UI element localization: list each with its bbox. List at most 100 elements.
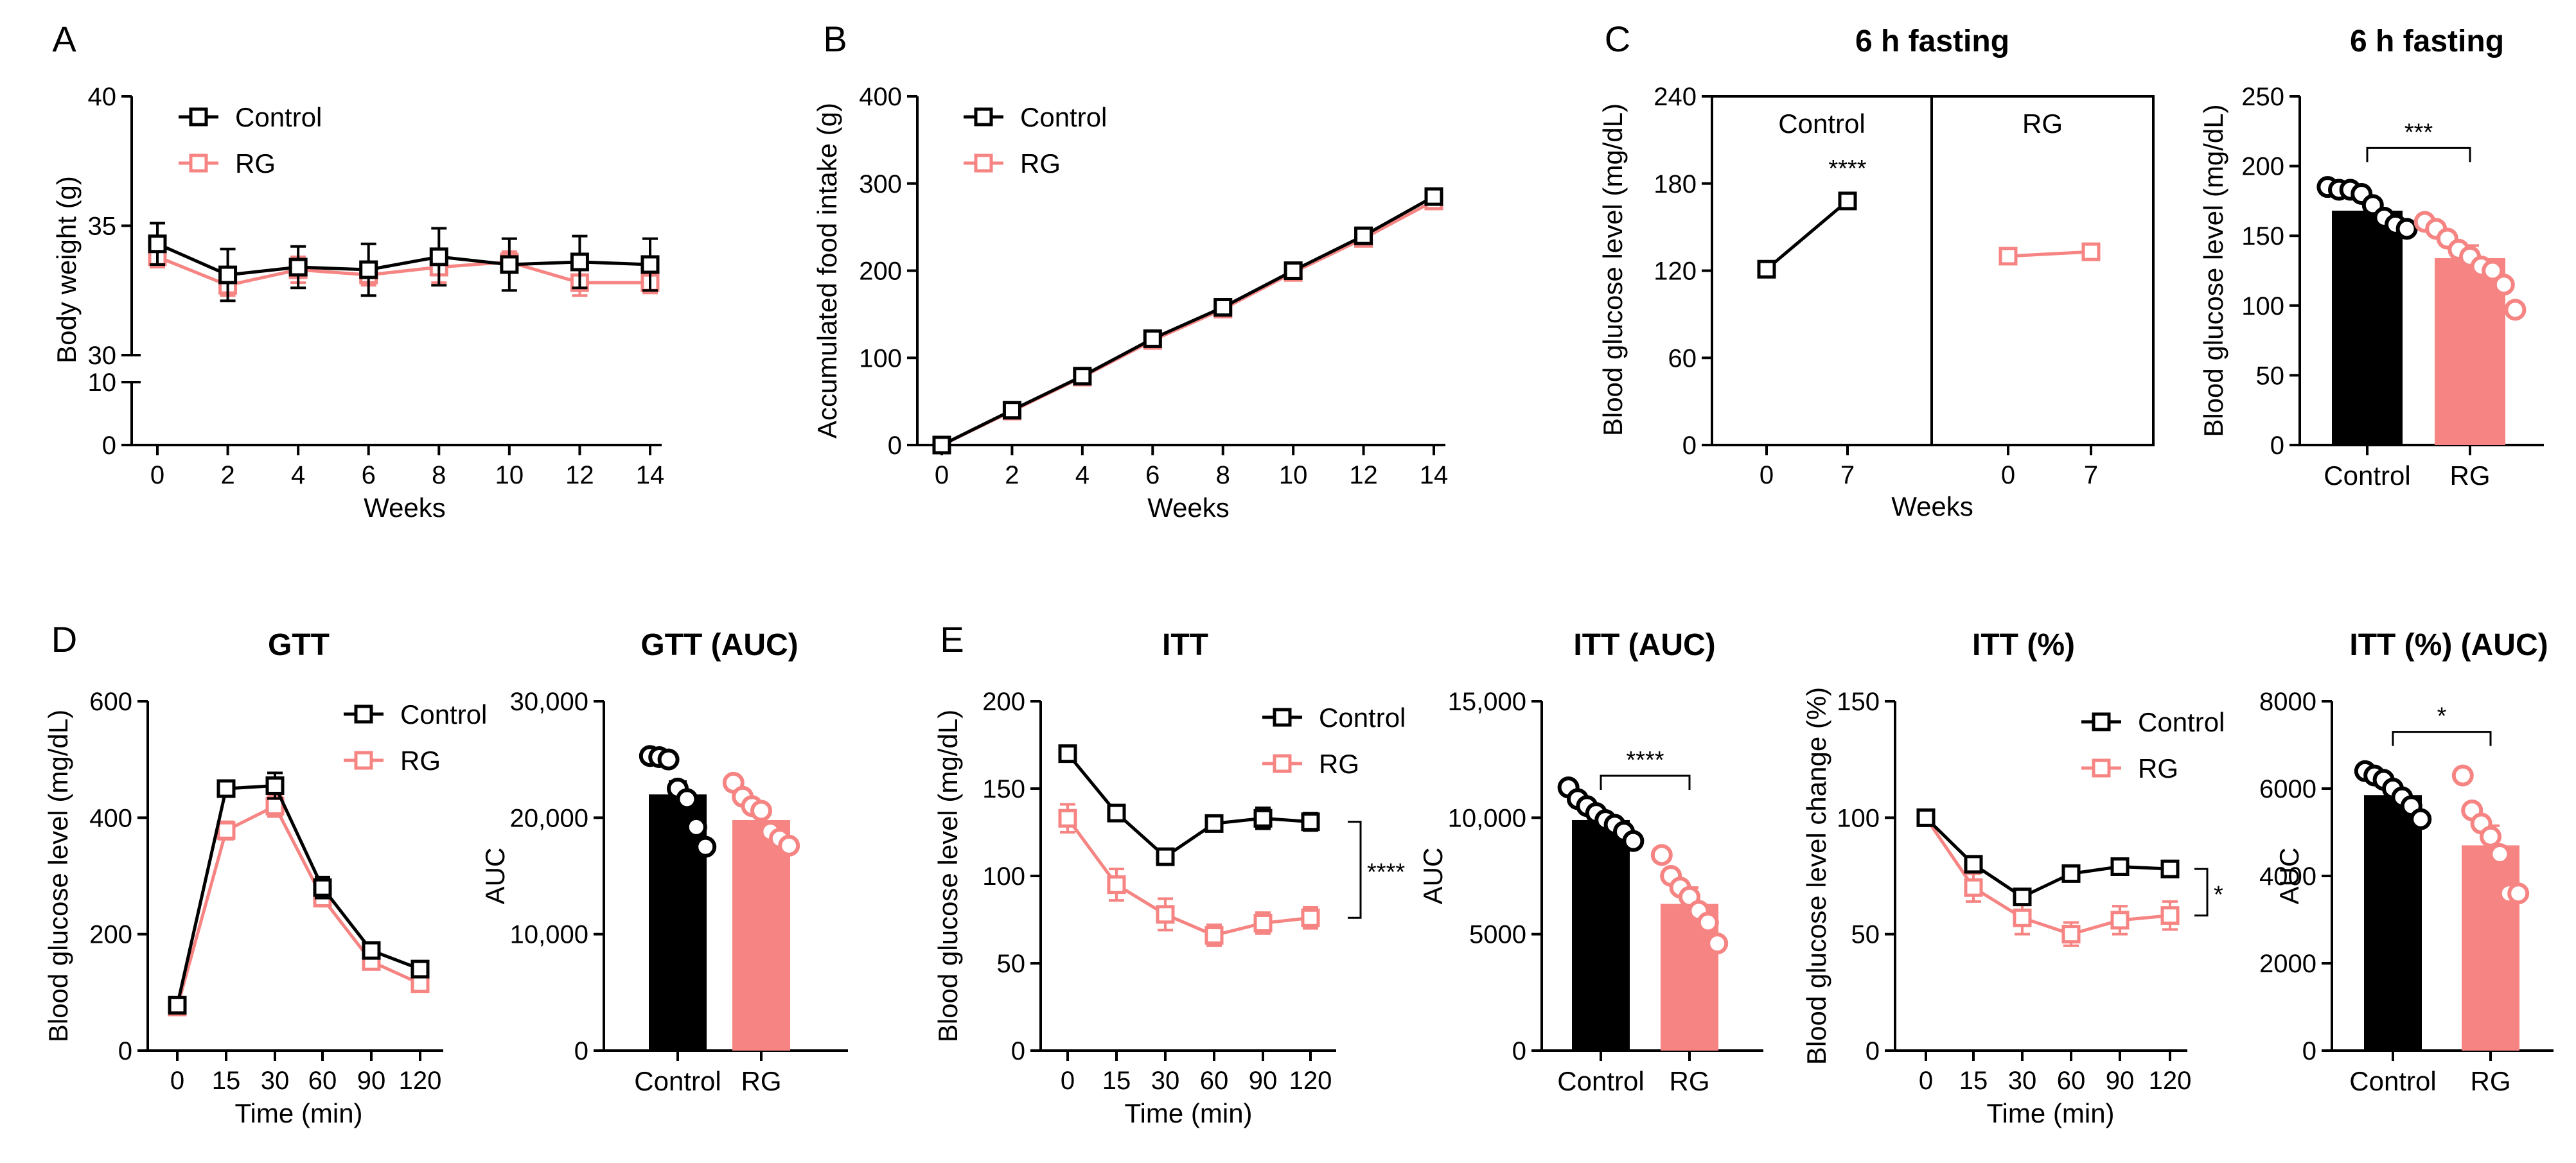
chart-c1-series-line-control (1765, 199, 1849, 271)
chart-b-y-tick-label: 100 (859, 344, 902, 372)
chart-c2-y-tick-label: 250 (2241, 83, 2284, 111)
chart-e2-datapoint-rg (1706, 932, 1729, 955)
chart-d1-point-rg (265, 796, 285, 816)
chart-e3-point-control (1964, 855, 1983, 874)
chart-d2-x-tick-label: Control (634, 1066, 721, 1096)
chart-e1-x-tick-label: 15 (1102, 1067, 1131, 1095)
chart-e3-series-line-control (1925, 816, 2171, 899)
chart-e1-point-rg (1204, 925, 1224, 945)
chart-e1-point-control (1204, 814, 1224, 833)
chart-e4-datapoint-rg (2489, 843, 2511, 865)
chart-a-x-tick-label: 14 (636, 461, 665, 489)
chart-e3-ylabel: Blood glucose level change (%) (1801, 687, 1831, 1065)
chart-e1-x-tick-label: 120 (1289, 1067, 1332, 1095)
chart-a-x-tick-label: 0 (150, 461, 164, 489)
legend-marker-rg (354, 751, 373, 770)
chart-e3-point-control (2110, 857, 2130, 876)
chart-e1-y-tick-label: 0 (1011, 1037, 1025, 1065)
chart-e4-y-tick-label: 8000 (2259, 688, 2316, 716)
chart-d1-point-control (265, 776, 285, 795)
chart-c1-xlabel: Weeks (1891, 491, 1973, 521)
chart-e3-x-tick-label: 60 (2057, 1067, 2086, 1095)
chart-e3-series-line-rg (1924, 816, 2171, 936)
legend-label-rg: RG (1020, 148, 1061, 179)
chart-d2-datapoint-rg (750, 800, 772, 822)
panel-label-a: A (52, 19, 76, 59)
legend-label-rg: RG (1319, 749, 1359, 779)
chart-e2-datapoint-rg (1697, 911, 1719, 934)
chart-c2-bar-control (2332, 211, 2403, 445)
chart-e1-series-line-rg (1066, 817, 1311, 938)
chart-c1-x-tick-label: 0 (2001, 461, 2015, 489)
chart-a-xlabel: Weeks (364, 493, 446, 523)
chart-e4-datapoint-rg (2480, 825, 2501, 848)
chart-e1-y-tick-label: 100 (982, 862, 1025, 891)
chart-c2-datapoint-control (2395, 218, 2418, 240)
chart-d2-datapoint-rg (778, 834, 800, 857)
chart-a-point-control (218, 265, 238, 284)
chart-e1-title: ITT (1162, 628, 1208, 662)
chart-a-ylabel: Body weight (g) (51, 176, 82, 363)
chart-d1-point-control (168, 995, 187, 1015)
chart-b-point-control (1143, 329, 1162, 348)
chart-a-x-tick-label: 8 (432, 461, 446, 489)
chart-c1-x-tick-label: 0 (1760, 461, 1774, 489)
chart-e3-point-control (2160, 859, 2180, 879)
chart-d2-bar-rg (732, 819, 790, 1051)
chart-e2-x-tick-label: RG (1670, 1066, 1710, 1096)
chart-c1-y-tick-label: 0 (1682, 432, 1697, 460)
legend-marker-control (1273, 708, 1292, 727)
chart-b-y-tick-label: 0 (888, 432, 902, 460)
chart-d1-series-line-control (175, 783, 421, 1006)
chart-e3-x-tick-label: 90 (2106, 1067, 2135, 1095)
chart-b-ylabel: Accumulated food intake (g) (812, 103, 842, 439)
legend-marker-rg (2092, 758, 2111, 778)
chart-e4-title: ITT (%) (AUC) (2349, 628, 2548, 662)
legend-label-control: Control (400, 699, 487, 730)
chart-e3-xlabel: Time (min) (1986, 1098, 2114, 1128)
chart-e3-point-control (1916, 808, 1936, 827)
chart-d1-point-rg (216, 821, 236, 840)
chart-d2-datapoint-control (657, 748, 680, 771)
chart-b-series-line-control (940, 195, 1435, 447)
chart-e3-y-tick-label: 100 (1837, 804, 1880, 832)
chart-a-y-tick-label: 0 (102, 432, 116, 460)
chart-b-x-tick-label: 2 (1005, 461, 1019, 489)
chart-e4-y-tick-label: 0 (2302, 1037, 2316, 1065)
chart-b-xlabel: Weeks (1147, 493, 1230, 523)
chart-e3-y-tick-label: 0 (1866, 1037, 1880, 1065)
chart-e2-datapoint-rg (1650, 844, 1673, 866)
chart-e1-point-control (1253, 809, 1273, 828)
panel-label-e: E (940, 619, 964, 660)
chart-e2-title: ITT (AUC) (1573, 628, 1715, 662)
chart-b-y-tick-label: 200 (859, 258, 902, 286)
chart-a-series-line-rg (157, 255, 650, 287)
chart-c2-datapoint-rg (2504, 299, 2527, 321)
chart-c1-y-tick-label: 180 (1654, 170, 1697, 198)
chart-d1-x-tick-label: 120 (399, 1067, 442, 1095)
chart-e3-point-rg (2110, 911, 2130, 930)
chart-c2-datapoint-rg (2492, 274, 2515, 296)
chart-e4-x-tick-label: RG (2471, 1066, 2511, 1096)
chart-e4-y-tick-label: 2000 (2259, 950, 2316, 978)
chart-a-y-tick-label: 35 (88, 213, 117, 241)
chart-e3-point-rg (2160, 906, 2180, 925)
chart-c1-significance: **** (1828, 155, 1866, 182)
chart-e4-x-tick-label: Control (2349, 1066, 2436, 1096)
chart-e4-y-tick-label: 4000 (2259, 862, 2316, 891)
chart-c2-significance-bracket (2366, 146, 2471, 162)
chart-e1-y-tick-label: 150 (982, 775, 1025, 803)
chart-e1-point-control (1156, 847, 1175, 866)
chart-d1-x-tick-label: 90 (357, 1067, 386, 1095)
chart-e2-y-tick-label: 15,000 (1448, 688, 1526, 716)
chart-e2-ylabel: AUC (1418, 848, 1448, 905)
chart-d2-title: GTT (AUC) (640, 628, 798, 662)
chart-e4-datapoint-control (2410, 808, 2432, 830)
chart-b-y-tick-label: 300 (859, 170, 902, 198)
chart-d2-ylabel: AUC (480, 848, 510, 905)
chart-a-y-tick-label: 10 (88, 369, 117, 397)
chart-d1-x-tick-label: 60 (308, 1067, 337, 1095)
chart-a-x-tick-label: 10 (495, 461, 524, 489)
chart-b-x-tick-label: 4 (1075, 461, 1090, 489)
chart-d1-y-tick-label: 200 (89, 921, 132, 949)
